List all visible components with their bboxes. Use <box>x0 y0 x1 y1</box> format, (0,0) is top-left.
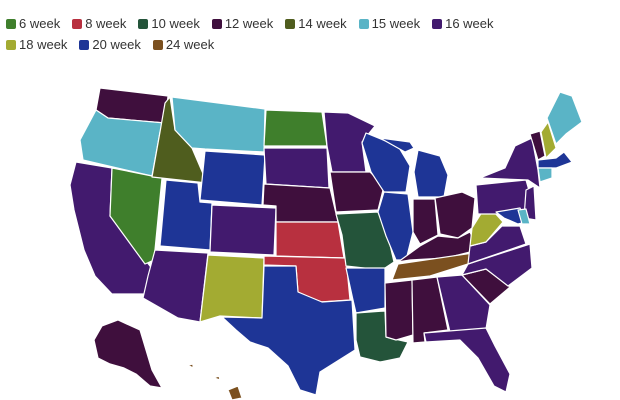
legend-swatch <box>211 18 222 29</box>
legend-label: 15 week <box>371 16 421 31</box>
state-hawaii[interactable] <box>187 363 243 400</box>
state-ohio[interactable] <box>434 191 476 239</box>
legend-swatch <box>138 18 149 29</box>
state-new-hampshire[interactable] <box>540 121 557 159</box>
state-maine[interactable] <box>546 91 583 145</box>
state-delaware[interactable] <box>517 208 531 225</box>
legend-swatch <box>285 18 296 29</box>
legend-label: 24 week <box>165 37 215 52</box>
map-legend: 6 week 8 week 10 week 12 week 14 week 15 week… <box>6 16 566 52</box>
state-arkansas[interactable] <box>345 267 386 314</box>
legend-item-w14[interactable]: 14 week <box>285 16 347 31</box>
state-florida[interactable] <box>423 327 511 393</box>
state-indiana[interactable] <box>412 198 439 245</box>
state-vermont[interactable] <box>529 130 546 161</box>
legend-swatch <box>152 39 163 50</box>
legend-swatch <box>72 18 83 29</box>
state-georgia[interactable] <box>436 274 491 333</box>
state-wyoming[interactable] <box>199 150 266 206</box>
state-alaska[interactable] <box>93 319 163 389</box>
legend-item-w18[interactable]: 18 week <box>6 37 67 52</box>
legend-swatch <box>6 39 16 50</box>
legend-item-w10[interactable]: 10 week <box>138 16 200 31</box>
state-new-york[interactable] <box>479 137 541 189</box>
legend-swatch <box>6 18 16 29</box>
state-utah[interactable] <box>159 179 213 251</box>
state-new-mexico[interactable] <box>199 254 265 323</box>
state-kansas[interactable] <box>275 221 345 259</box>
legend-label: 10 week <box>151 16 200 31</box>
state-arizona[interactable] <box>142 249 209 323</box>
legend-swatch <box>358 18 369 29</box>
state-north-carolina[interactable] <box>461 243 533 287</box>
legend-item-w8[interactable]: 8 week <box>72 16 126 31</box>
state-texas[interactable] <box>221 265 356 396</box>
state-idaho[interactable] <box>151 96 208 184</box>
legend-label: 8 week <box>85 16 127 31</box>
state-kentucky[interactable] <box>397 231 479 263</box>
state-colorado[interactable] <box>209 204 277 256</box>
state-iowa[interactable] <box>329 171 385 213</box>
legend-item-w15[interactable]: 15 week <box>358 16 421 31</box>
legend-swatch <box>79 39 90 50</box>
legend-item-w16[interactable]: 16 week <box>432 16 494 31</box>
state-connecticut[interactable] <box>537 167 553 183</box>
legend-item-w20[interactable]: 20 week <box>79 37 141 52</box>
state-south-dakota[interactable] <box>263 147 330 189</box>
legend-label: 14 week <box>298 16 347 31</box>
legend-label: 16 week <box>445 16 494 31</box>
state-mississippi[interactable] <box>384 279 414 341</box>
state-minnesota[interactable] <box>323 111 376 173</box>
legend-item-w12[interactable]: 12 week <box>211 16 274 31</box>
legend-label: 18 week <box>19 37 68 52</box>
legend-label: 12 week <box>224 16 274 31</box>
legend-label: 20 week <box>92 37 141 52</box>
legend-label: 6 week <box>19 16 61 31</box>
legend-item-w6[interactable]: 6 week <box>6 16 60 31</box>
state-montana[interactable] <box>171 96 266 153</box>
legend-item-w24[interactable]: 24 week <box>152 37 215 52</box>
legend-swatch <box>432 18 443 29</box>
state-north-dakota[interactable] <box>263 109 328 147</box>
